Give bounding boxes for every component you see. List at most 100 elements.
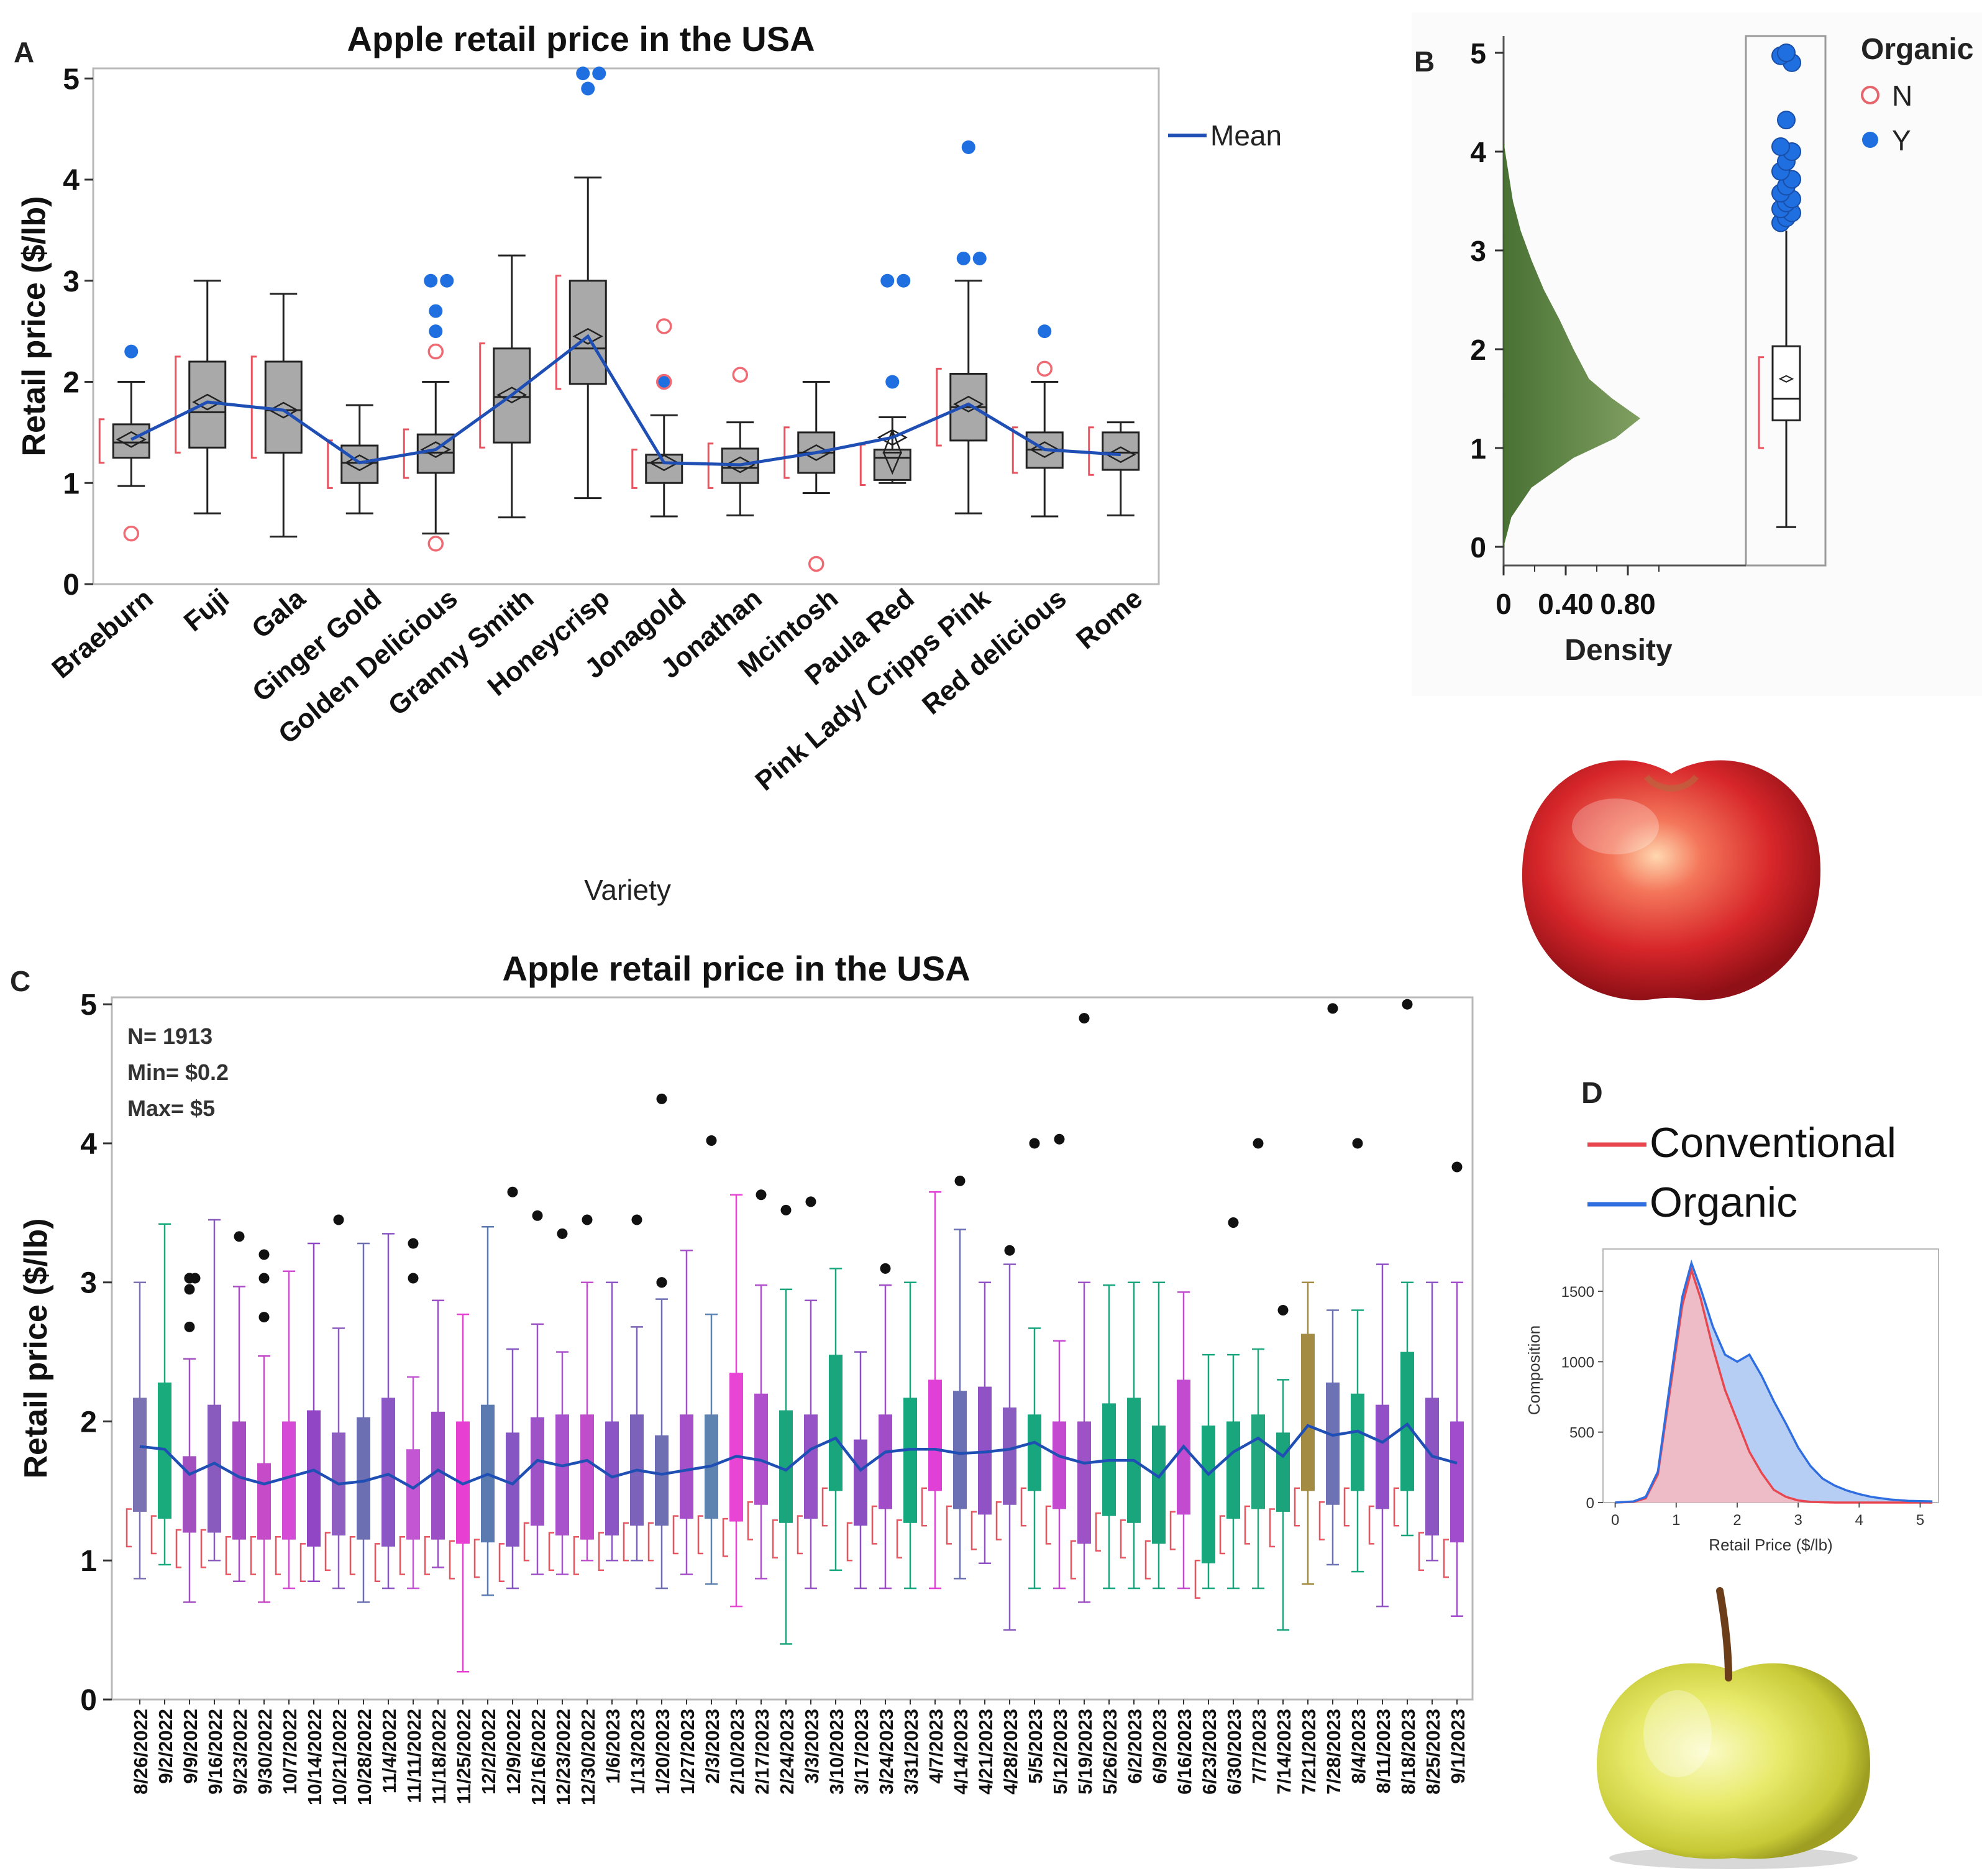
- panel-a-title: Apple retail price in the USA: [347, 19, 815, 58]
- c-bracket-9: [349, 1535, 355, 1575]
- c-outlier: [1352, 1138, 1363, 1149]
- a-bracket-12: [1012, 426, 1018, 474]
- c-xtick-label: 6/30/2023: [1223, 1709, 1245, 1795]
- c-xtick-label: 2/3/2023: [701, 1709, 723, 1784]
- c-xtick-label: 9/9/2022: [180, 1709, 201, 1784]
- c-outlier: [258, 1312, 270, 1323]
- c-bracket-33: [946, 1505, 952, 1545]
- a-xtick-label: Fuji: [178, 583, 235, 638]
- a-outlier-conventional: [656, 318, 672, 334]
- b-ytick-label: 1: [1470, 432, 1486, 465]
- c-box-28: [829, 1355, 843, 1491]
- c-bracket-39: [1095, 1512, 1101, 1552]
- a-outlier-organic: [124, 344, 139, 359]
- a-xtick-label: Rome: [1071, 583, 1148, 655]
- b-xtick-label: 0: [1496, 588, 1512, 620]
- c-bracket-23: [697, 1515, 703, 1555]
- c-bracket-20: [623, 1522, 629, 1562]
- a-bracket-3: [327, 439, 333, 489]
- panel-b-legend-title: Organic: [1861, 33, 1973, 66]
- c-xtick-label: 6/2/2023: [1124, 1709, 1146, 1784]
- c-bracket-8: [324, 1532, 331, 1572]
- a-outlier-organic: [440, 273, 454, 288]
- c-outlier: [507, 1186, 518, 1197]
- c-xtick-label: 11/11/2022: [403, 1709, 425, 1803]
- b-ytick-label: 5: [1470, 37, 1486, 70]
- panel-d-xlabel: Retail Price ($/lb): [1709, 1535, 1832, 1554]
- c-box-46: [1276, 1432, 1290, 1512]
- c-ytick-label: 4: [80, 1128, 97, 1161]
- a-bracket-9: [783, 426, 790, 479]
- c-box-33: [953, 1391, 967, 1509]
- panel-c-title: Apple retail price in the USA: [502, 949, 970, 988]
- c-bracket-10: [374, 1543, 380, 1583]
- c-box-43: [1202, 1425, 1215, 1563]
- a-mean-diamond-11: [953, 395, 984, 413]
- c-box-37: [1053, 1421, 1066, 1509]
- c-xtick-label: 11/18/2022: [428, 1709, 450, 1804]
- c-box-24: [729, 1373, 743, 1522]
- d-ytick-label: 500: [1569, 1425, 1594, 1442]
- c-ytick-label: 5: [80, 989, 97, 1022]
- c-outlier: [582, 1214, 593, 1225]
- d-ytick-label: 0: [1586, 1495, 1594, 1512]
- c-xtick-label: 3/24/2023: [875, 1709, 897, 1795]
- a-outlier-organic: [885, 375, 900, 389]
- b-ytick-label: 2: [1470, 334, 1486, 366]
- a-bracket-1: [175, 355, 181, 454]
- panel-c: C Apple retail price in the USA 0 1 2 3 4 5 R…: [10, 949, 1474, 1805]
- panel-b-legend-n-marker: [1861, 86, 1879, 104]
- d-xtick-label: 4: [1855, 1512, 1863, 1529]
- c-box-10: [381, 1398, 395, 1547]
- c-xtick-label: 1/13/2023: [627, 1709, 649, 1795]
- a-bracket-11: [936, 367, 942, 447]
- c-xtick-label: 10/7/2022: [279, 1709, 301, 1795]
- c-bracket-52: [1418, 1532, 1424, 1572]
- a-outlier-organic: [961, 140, 975, 154]
- panel-a-ylabel: Retail price ($/lb): [16, 196, 52, 457]
- c-xtick-label: 12/16/2022: [527, 1709, 549, 1805]
- c-outlier: [184, 1284, 195, 1295]
- c-xtick-label: 5/19/2023: [1074, 1709, 1096, 1795]
- c-outlier: [1004, 1245, 1015, 1256]
- a-outlier-conventional: [808, 556, 824, 572]
- c-bracket-25: [747, 1501, 753, 1540]
- a-box-10: [873, 449, 911, 481]
- a-bracket-7: [631, 449, 637, 489]
- c-xtick-label: 10/28/2022: [354, 1709, 375, 1805]
- c-bracket-21: [647, 1522, 654, 1562]
- c-xtick-label: 6/23/2023: [1199, 1709, 1220, 1795]
- c-outlier: [532, 1210, 543, 1221]
- panel-c-annotation-max: Max= $5: [127, 1096, 215, 1121]
- panel-c-annotation-min: Min= $0.2: [127, 1059, 229, 1085]
- c-outlier: [954, 1175, 966, 1186]
- red-apple-stem-cavity: [1644, 774, 1699, 792]
- c-box-7: [307, 1410, 321, 1547]
- a-mean-diamond-9: [801, 444, 832, 461]
- c-outlier: [656, 1277, 667, 1288]
- c-xtick-label: 12/30/2022: [577, 1709, 599, 1805]
- c-bracket-18: [573, 1535, 579, 1575]
- a-box-2: [264, 360, 303, 454]
- c-bracket-11: [399, 1535, 405, 1575]
- b-xtick-label: 0.40: [1538, 588, 1594, 620]
- d-line-organic: [1615, 1259, 1933, 1504]
- c-box-21: [655, 1435, 669, 1526]
- a-outlier-conventional: [123, 525, 139, 542]
- c-bracket-17: [548, 1532, 554, 1572]
- c-xtick-label: 4/7/2023: [925, 1709, 947, 1784]
- c-xtick-label: 7/28/2023: [1323, 1709, 1345, 1795]
- c-bracket-46: [1269, 1508, 1275, 1548]
- c-bracket-51: [1393, 1487, 1399, 1527]
- c-box-27: [804, 1414, 818, 1519]
- c-box-11: [406, 1449, 420, 1540]
- panel-b: B 0 1 2 3 4 5 0 0.40 0.80 Density Organic N Y: [1412, 12, 1982, 696]
- c-bracket-38: [1070, 1540, 1076, 1580]
- b-xtick-label: 0.80: [1600, 588, 1656, 620]
- c-xtick-label: 6/9/2023: [1149, 1709, 1171, 1784]
- a-ytick-label: 5: [63, 63, 80, 96]
- d-xtick-label: 1: [1672, 1512, 1680, 1529]
- c-outlier: [333, 1214, 344, 1225]
- c-xtick-label: 11/4/2022: [378, 1709, 400, 1793]
- c-bracket-43: [1194, 1559, 1200, 1599]
